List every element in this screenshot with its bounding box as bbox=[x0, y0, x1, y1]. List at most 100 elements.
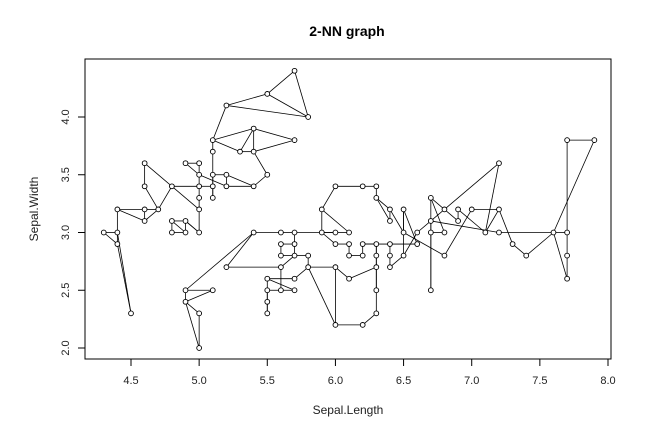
chart-title: 2-NN graph bbox=[309, 23, 384, 39]
graph-edge bbox=[307, 266, 336, 326]
data-point bbox=[169, 218, 175, 224]
data-point bbox=[318, 206, 325, 213]
data-point bbox=[441, 252, 448, 259]
edge-layer bbox=[103, 70, 595, 349]
data-point bbox=[141, 218, 148, 224]
y-tick-label: 2.5 bbox=[60, 283, 72, 298]
graph-edge bbox=[362, 313, 377, 326]
graph-edge bbox=[280, 255, 295, 268]
data-point bbox=[564, 137, 570, 143]
graph-edge bbox=[512, 243, 527, 256]
graph-edge bbox=[185, 162, 200, 176]
data-point bbox=[564, 229, 570, 236]
y-tick-label: 3.0 bbox=[60, 225, 72, 240]
data-point bbox=[141, 183, 148, 190]
data-point bbox=[264, 275, 271, 282]
data-point bbox=[250, 125, 257, 132]
data-point bbox=[291, 287, 298, 294]
graph-edge bbox=[375, 197, 391, 222]
graph-edge bbox=[267, 93, 309, 118]
graph-edge bbox=[253, 174, 268, 187]
graph-edge bbox=[294, 266, 309, 280]
data-point bbox=[359, 252, 366, 259]
data-point bbox=[346, 241, 352, 247]
data-point bbox=[278, 252, 284, 259]
data-point bbox=[182, 287, 189, 294]
data-point bbox=[332, 322, 339, 328]
data-point bbox=[414, 241, 421, 247]
data-point bbox=[250, 148, 257, 155]
graph-edge bbox=[157, 186, 173, 210]
data-point bbox=[264, 171, 271, 178]
data-point bbox=[155, 206, 162, 213]
data-point bbox=[441, 206, 448, 213]
graph-edge bbox=[348, 266, 377, 280]
data-point bbox=[305, 252, 312, 259]
data-point bbox=[291, 252, 298, 259]
graph-edge bbox=[457, 209, 486, 233]
data-point bbox=[373, 264, 380, 271]
graph-edge bbox=[321, 209, 350, 233]
data-point bbox=[387, 264, 393, 271]
y-tick-label: 3.5 bbox=[60, 167, 72, 182]
graph-edge bbox=[525, 232, 554, 256]
data-point bbox=[387, 218, 393, 224]
graph-edge bbox=[444, 209, 473, 256]
data-point bbox=[414, 229, 421, 236]
data-point bbox=[100, 229, 107, 236]
data-point bbox=[387, 241, 393, 247]
data-point bbox=[291, 67, 298, 74]
x-tick-label: 6.0 bbox=[328, 375, 343, 387]
data-point bbox=[332, 229, 339, 236]
data-point bbox=[427, 229, 434, 236]
data-point bbox=[373, 252, 380, 259]
graph-edge bbox=[144, 162, 173, 187]
graph-edge bbox=[253, 139, 295, 153]
data-point bbox=[359, 241, 366, 247]
graph-edge bbox=[103, 232, 118, 245]
data-point bbox=[182, 298, 189, 305]
graph-edge bbox=[226, 174, 254, 187]
graph-edge bbox=[430, 162, 500, 222]
graph-edge bbox=[198, 174, 227, 187]
data-point bbox=[509, 241, 516, 247]
data-point bbox=[141, 206, 148, 213]
data-point bbox=[373, 310, 380, 317]
data-point bbox=[291, 241, 298, 247]
data-point bbox=[278, 229, 284, 236]
graph-edge bbox=[185, 232, 254, 291]
data-point bbox=[318, 229, 325, 236]
data-point bbox=[373, 287, 380, 294]
data-point bbox=[427, 287, 434, 294]
data-point bbox=[209, 195, 216, 201]
graph-edge bbox=[430, 220, 500, 233]
graph-edge bbox=[389, 209, 404, 233]
data-point bbox=[250, 183, 257, 190]
data-point bbox=[209, 137, 216, 143]
data-point bbox=[550, 229, 557, 236]
data-point bbox=[468, 206, 475, 213]
x-axis-title: Sepal.Length bbox=[313, 403, 384, 417]
graph-edge bbox=[226, 93, 268, 106]
data-point bbox=[209, 287, 216, 294]
data-point bbox=[455, 218, 461, 224]
data-point bbox=[128, 310, 134, 317]
data-point bbox=[114, 229, 121, 236]
graph-edge bbox=[335, 266, 350, 280]
data-point bbox=[223, 264, 230, 271]
data-point bbox=[359, 322, 366, 328]
data-point bbox=[182, 229, 189, 236]
x-tick-label: 6.5 bbox=[396, 375, 411, 387]
y-tick-label: 2.0 bbox=[60, 340, 72, 355]
data-point bbox=[455, 206, 461, 213]
graph-edge bbox=[444, 209, 459, 222]
graph-edge bbox=[144, 186, 159, 210]
data-point bbox=[496, 229, 502, 236]
data-point bbox=[496, 160, 502, 167]
graph-edge bbox=[226, 232, 254, 268]
graph-edge bbox=[253, 128, 295, 141]
graph-edge bbox=[171, 185, 200, 210]
data-point bbox=[169, 229, 175, 236]
data-point bbox=[196, 206, 202, 213]
graph-edge bbox=[185, 301, 200, 314]
